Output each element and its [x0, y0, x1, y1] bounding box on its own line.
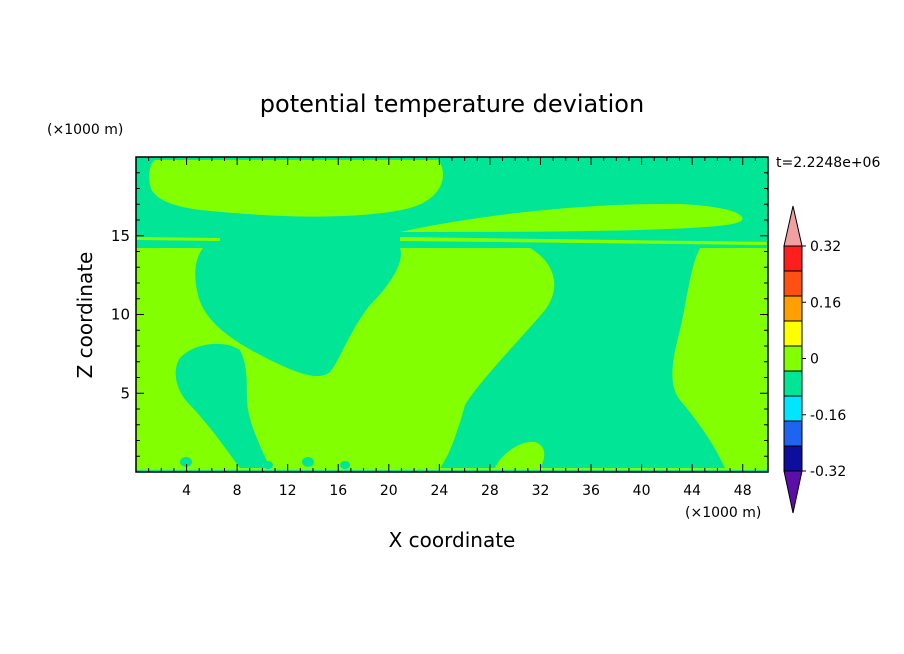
- y-tick-label: 5: [120, 384, 130, 402]
- colorbar-tick-label: 0.16: [810, 295, 841, 311]
- colorbar-segment: [783, 370, 803, 397]
- right-elongated-positive-band: [400, 203, 743, 232]
- x-tick-label: 12: [279, 483, 297, 499]
- plot-area: [136, 157, 768, 472]
- lower-left-negative-blob: [175, 343, 270, 468]
- y-tick-label: 15: [111, 227, 130, 245]
- upper-left-positive-band: [149, 160, 443, 217]
- colorbar-segment: [783, 295, 803, 322]
- colorbar-segment: [783, 320, 803, 347]
- x-tick-label: 20: [380, 483, 398, 499]
- x-unit-label: (×1000 m): [685, 505, 761, 521]
- x-axis: 4 8 12 16 20 24 28 32 36 40 44 48: [148, 157, 756, 499]
- x-tick-label: 16: [329, 483, 347, 499]
- left-negative-plume: [195, 248, 401, 377]
- y-axis: 5 10 15: [111, 172, 768, 457]
- colorbar-segment: [783, 345, 803, 372]
- colorbar-bottom-arrow: [783, 470, 803, 514]
- colorbar-tick-label: -0.16: [810, 408, 846, 424]
- thin-band-line-2: [400, 237, 768, 245]
- x-axis-label: X coordinate: [389, 528, 516, 552]
- colorbar-tick-label: -0.32: [810, 464, 846, 480]
- x-tick-label: 28: [481, 483, 499, 499]
- right-negative-plume: [440, 248, 725, 468]
- x-tick-label: 40: [633, 483, 651, 499]
- chart-title: potential temperature deviation: [260, 90, 644, 118]
- colorbar: 0.32 0.16 0 -0.16 -0.32: [783, 205, 846, 514]
- x-tick-label: 32: [532, 483, 550, 499]
- y-axis-label: Z coordinate: [73, 252, 97, 379]
- colorbar-segment: [783, 245, 803, 272]
- thin-band-line-1: [136, 237, 220, 241]
- time-label: t=2.2248e+06: [776, 155, 880, 171]
- colorbar-segment: [783, 270, 803, 297]
- x-tick-label: 48: [734, 483, 752, 499]
- colorbar-tick-label: 0.32: [810, 239, 841, 255]
- y-unit-label: (×1000 m): [47, 122, 123, 138]
- x-tick-label: 8: [233, 483, 242, 499]
- colorbar-segment: [783, 445, 803, 472]
- x-tick-label: 24: [430, 483, 448, 499]
- y-tick-label: 10: [111, 306, 130, 324]
- colorbar-tick-label: 0: [810, 352, 819, 368]
- x-tick-label: 36: [582, 483, 600, 499]
- x-tick-label: 44: [683, 483, 701, 499]
- surface-blobs: [180, 457, 350, 469]
- colorbar-segment: [783, 395, 803, 422]
- x-tick-label: 4: [182, 483, 191, 499]
- small-positive-bump: [495, 441, 545, 468]
- colorbar-top-arrow: [783, 205, 803, 247]
- colorbar-segment: [783, 420, 803, 447]
